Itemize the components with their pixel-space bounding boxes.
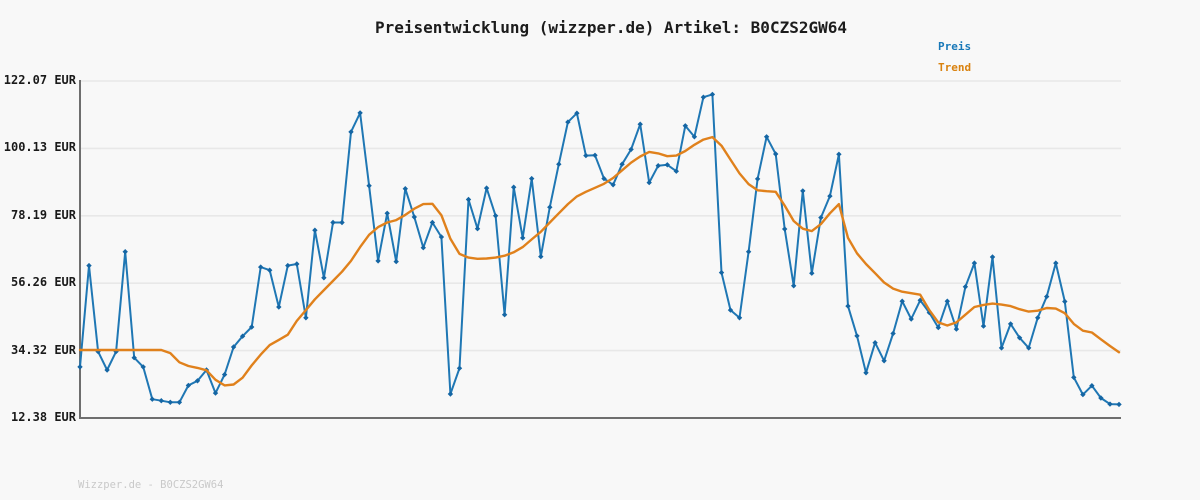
y-tick-label: 78.19 EUR: [10, 208, 76, 222]
legend-item-preis: Preis: [938, 40, 972, 53]
preis-markers: [77, 91, 1122, 408]
page-title: Preisentwicklung (wizzper.de) Artikel: B…: [374, 18, 848, 37]
footer-watermark: Wizzper.de - B0CZS2GW64: [78, 479, 224, 491]
y-tick-label: 100.13 EUR: [3, 140, 76, 154]
legend-item-trend: Trend: [938, 61, 972, 74]
legend: Preis Trend: [938, 40, 971, 75]
y-tick-label: 12.38 EUR: [10, 410, 76, 424]
preis-line: [79, 93, 1120, 406]
y-tick-label: 56.26 EUR: [10, 275, 76, 289]
trend-line: [78, 135, 1121, 387]
y-tick-label: 122.07 EUR: [3, 73, 76, 87]
y-tick-label: 34.32 EUR: [10, 343, 76, 357]
